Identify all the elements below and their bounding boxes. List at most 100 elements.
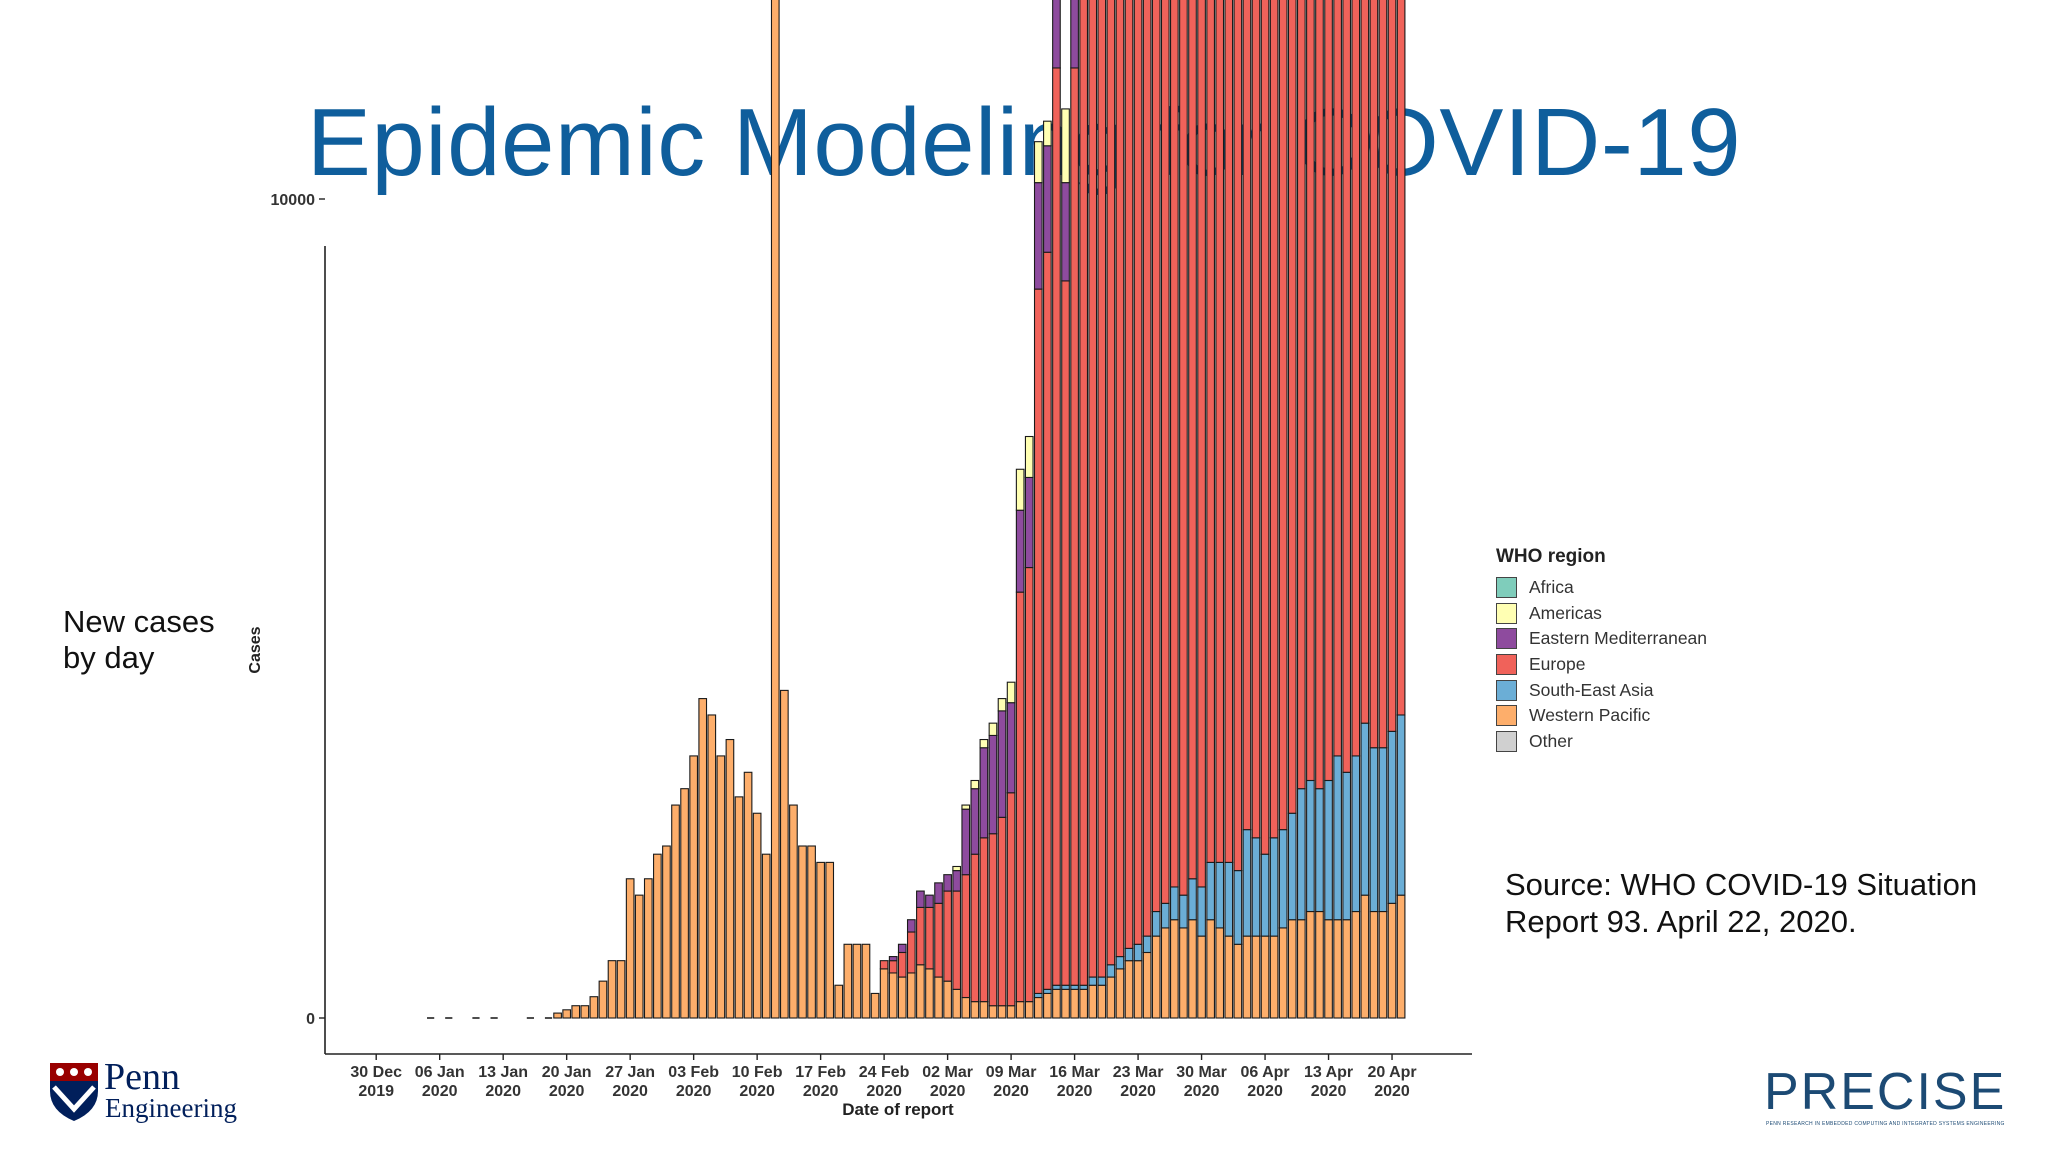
bar-2020-04-17-SEA <box>1360 722 1370 896</box>
bar-2020-04-16-EU <box>1351 0 1361 757</box>
bar-2020-02-23-WP <box>870 992 880 1019</box>
bar-2020-02-25-EU <box>888 960 898 974</box>
bar-2020-04-11-EU <box>1306 0 1315 782</box>
bar-2020-03-06-EU <box>979 837 989 1003</box>
bar-2020-03-07-AM <box>988 722 998 736</box>
slide-title: Epidemic Modeling for COVID-19 <box>306 89 1742 196</box>
bar-2020-03-19-WP <box>1097 984 1107 1019</box>
bar-2020-03-13-EU <box>1043 251 1052 990</box>
bar-2020-03-24-EU <box>1142 0 1152 937</box>
bar-2020-02-29-EU <box>925 906 934 970</box>
bar-2020-02-20-WP <box>843 943 853 1019</box>
bar-2020-03-06-WP <box>979 1001 989 1019</box>
bar-2020-04-11-WP <box>1306 910 1315 1019</box>
bar-2020-04-01-EU <box>1215 0 1225 863</box>
legend-swatch <box>1496 679 1517 701</box>
bar-2020-03-19-SEA <box>1097 976 1107 986</box>
bar-2020-03-08-EU <box>997 816 1007 1007</box>
bar-2020-02-25-EM <box>888 956 898 962</box>
bar-2020-03-06-EM <box>979 747 989 839</box>
bar-2020-04-18-WP <box>1369 910 1379 1019</box>
bar-2020-02-11-WP <box>761 853 771 1019</box>
bar-2020-03-15-EM <box>1061 182 1070 282</box>
bar-2020-04-17-WP <box>1360 894 1370 1019</box>
bar-2020-04-16-SEA <box>1351 755 1361 913</box>
penn-wordmark: Penn <box>104 1056 180 1098</box>
source-line1: Source: WHO COVID-19 Situation <box>1505 867 1978 902</box>
x-tick-label-2: 13 Jan 2020 <box>478 1064 528 1100</box>
bar-2020-03-09-EM <box>1006 702 1016 794</box>
bar-2020-04-20-EU <box>1387 0 1397 732</box>
bar-2020-02-25-WP <box>888 972 898 1019</box>
bar-2020-03-31-EU <box>1206 0 1215 863</box>
bar-2020-03-12-EM <box>1033 182 1043 290</box>
bar-2020-03-05-AM <box>970 779 980 790</box>
bar-2020-02-14-WP <box>789 804 798 1019</box>
bar-2020-01-31-WP <box>662 845 671 1019</box>
bar-2020-03-24-WP <box>1142 951 1152 1019</box>
x-tick-label-9: 02 Mar 2020 <box>922 1064 973 1100</box>
bar-2020-04-06-EU <box>1260 0 1270 855</box>
bar-2020-03-10-EM <box>1015 509 1025 593</box>
bar-2020-03-11-AM <box>1024 435 1034 479</box>
bar-2020-03-10-AM <box>1015 468 1025 511</box>
bar-2020-03-17-SEA <box>1079 984 1089 990</box>
bar-2020-03-19-EU <box>1097 0 1107 978</box>
bar-2020-02-10-WP <box>752 812 762 1019</box>
bar-2020-03-07-WP <box>988 1005 998 1019</box>
bar-2020-02-24-EU <box>879 960 889 970</box>
bar-2020-04-04-EU <box>1242 0 1252 831</box>
bar-2020-04-10-WP <box>1296 919 1306 1019</box>
bar-2020-04-09-WP <box>1287 919 1297 1019</box>
bar-2020-03-03-EU <box>952 890 962 990</box>
precise-tagline: PENN RESEARCH IN EMBEDDED COMPUTING AND … <box>1766 1121 2005 1127</box>
legend-item-western-pacific: Western Pacific <box>1496 703 1707 729</box>
bar-2020-03-17-WP <box>1079 988 1089 1019</box>
bar-2020-03-20-WP <box>1106 976 1116 1019</box>
bar-2020-04-09-SEA <box>1287 812 1297 921</box>
bar-2020-03-26-SEA <box>1160 902 1170 929</box>
bar-2020-03-22-EU <box>1124 0 1134 949</box>
bar-2020-04-12-WP <box>1315 910 1324 1019</box>
bar-2020-01-22-WP <box>580 1005 590 1019</box>
bar-2020-04-19-EU <box>1378 0 1388 749</box>
bar-2020-02-01-WP <box>671 804 680 1019</box>
bar-2020-03-03-EM <box>952 870 962 892</box>
bar-2020-03-04-AM <box>961 804 971 810</box>
bar-2020-03-12-AM <box>1033 141 1043 184</box>
legend-label: Other <box>1529 730 1573 751</box>
bar-2020-02-28-EU <box>916 906 925 966</box>
bar-2020-03-26-EU <box>1160 0 1170 904</box>
bar-2020-04-19-SEA <box>1378 747 1388 913</box>
x-axis-label: Date of report <box>842 1100 954 1119</box>
penn-engineering-wordmark: Engineering <box>105 1093 237 1123</box>
bar-2020-02-08-WP <box>734 796 744 1019</box>
bar-2020-04-18-EU <box>1369 0 1379 749</box>
y-axis-label: Cases <box>247 626 264 673</box>
bar-2020-02-09-WP <box>743 771 753 1019</box>
bar-2020-03-10-WP <box>1015 1001 1025 1019</box>
bar-2020-04-21-WP <box>1396 894 1406 1019</box>
bar-2020-04-05-SEA <box>1251 837 1261 937</box>
legend-item-americas: Americas <box>1496 601 1707 627</box>
bar-2020-03-28-EU <box>1179 0 1188 896</box>
bar-2020-01-20-WP <box>562 1009 572 1019</box>
bar-2020-04-11-SEA <box>1306 779 1315 913</box>
bar-2020-03-15-AM <box>1061 108 1070 184</box>
bar-2020-01-23-WP <box>589 996 599 1019</box>
bar-2020-01-24-WP <box>598 980 608 1019</box>
bar-2020-04-15-WP <box>1342 919 1352 1019</box>
bar-2020-03-31-SEA <box>1206 861 1215 921</box>
bar-2020-02-07-WP <box>725 738 735 1019</box>
x-tick-label-10: 09 Mar 2020 <box>986 1064 1037 1100</box>
bar-2020-04-05-WP <box>1251 935 1261 1019</box>
bar-2020-03-12-SEA <box>1033 992 1043 999</box>
bar-2020-03-14-WP <box>1052 988 1061 1019</box>
bar-2020-03-25-EU <box>1151 0 1161 913</box>
bar-2020-03-26-WP <box>1160 927 1170 1019</box>
bar-2020-02-29-WP <box>925 968 934 1019</box>
bar-2020-03-08-EM <box>997 710 1007 818</box>
bar-2020-04-12-EU <box>1315 0 1324 790</box>
legend: WHO region Africa Americas Eastern Mediter… <box>1496 546 1707 754</box>
bar-2020-04-19-WP <box>1378 910 1388 1019</box>
